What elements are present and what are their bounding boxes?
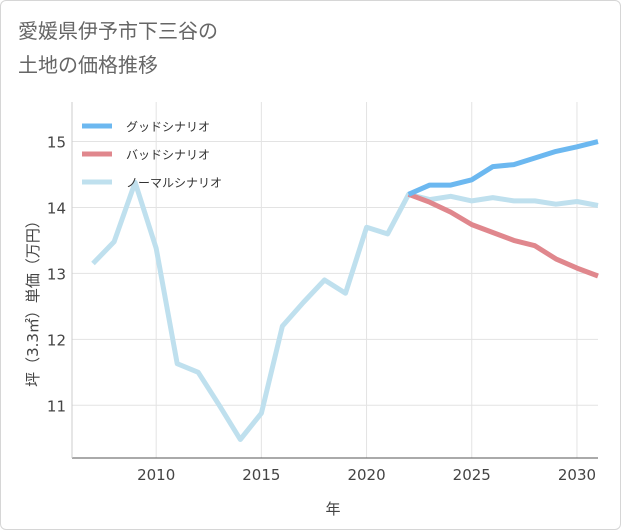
series-layer <box>91 139 599 442</box>
y-tick-label: 12 <box>47 331 66 349</box>
tick-labels: 11 12 13 14 15 2010 2015 2020 2025 2030 <box>47 134 596 484</box>
x-tick-label: 2010 <box>137 466 175 484</box>
x-tick-label: 2020 <box>347 466 385 484</box>
y-axis-label: 坪（3.3㎡）単価（万円） <box>24 213 42 387</box>
y-tick-label: 11 <box>47 397 66 415</box>
gridlines <box>72 102 598 458</box>
x-tick-label: 2015 <box>242 466 280 484</box>
y-tick-label: 15 <box>47 134 66 152</box>
y-tick-label: 14 <box>47 199 66 217</box>
normal-scenario-legend-label: ノーマルシナリオ <box>126 176 222 190</box>
x-axis-label: 年 <box>325 500 340 518</box>
chart-title: 愛媛県伊予市下三谷の 土地の価格推移 <box>18 14 218 82</box>
good-scenario-line <box>407 139 599 197</box>
bad-scenario-line <box>407 191 599 279</box>
good-scenario-legend-label: グッドシナリオ <box>126 120 210 134</box>
chart-title-line-2: 土地の価格推移 <box>18 53 158 77</box>
x-tick-label: 2025 <box>453 466 491 484</box>
chart-title-line-1: 愛媛県伊予市下三谷の <box>18 19 218 43</box>
axes <box>71 102 598 459</box>
x-tick-label: 2030 <box>558 466 596 484</box>
y-tick-label: 13 <box>47 265 66 283</box>
bad-scenario-legend-label: バッドシナリオ <box>126 148 210 162</box>
normal-scenario-line <box>91 179 599 442</box>
